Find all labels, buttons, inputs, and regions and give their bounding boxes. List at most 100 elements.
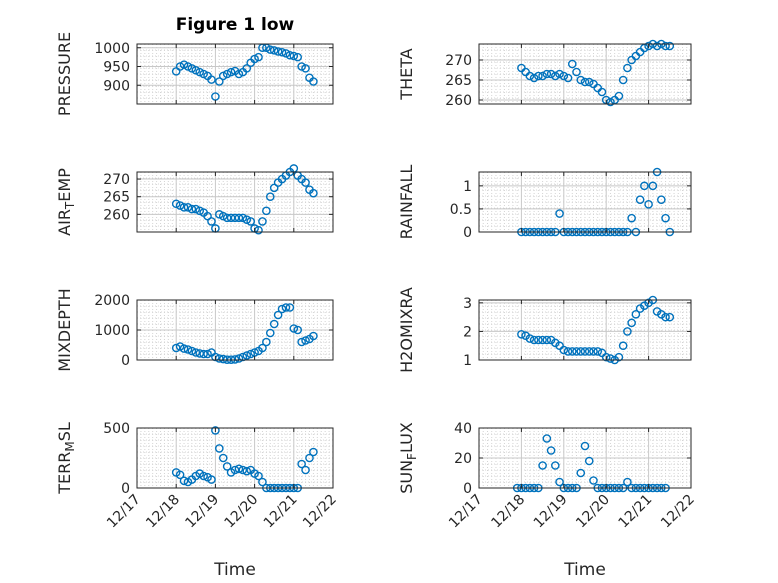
axes-box bbox=[136, 171, 334, 233]
data-point bbox=[285, 50, 295, 60]
subplot-8: 0 20 40 12/17 12/18 12/19 12/20 12/21 12/22 SUNFL… bbox=[397, 421, 698, 580]
data-point bbox=[529, 73, 539, 83]
data-point bbox=[542, 335, 552, 345]
data-point bbox=[576, 75, 586, 85]
data-point bbox=[635, 304, 645, 313]
data-point bbox=[289, 324, 299, 333]
y-tick-label: 950 bbox=[103, 60, 130, 76]
x-tick-label: 12/19 bbox=[531, 492, 571, 532]
y-axis-label: THETA bbox=[397, 48, 416, 100]
y-tick-label: 1 bbox=[463, 179, 472, 195]
data-point bbox=[301, 336, 310, 345]
x-tick-label: 12/22 bbox=[300, 492, 340, 532]
data-point bbox=[584, 77, 594, 87]
y-tick-label: 3 bbox=[463, 296, 472, 312]
data-point bbox=[305, 453, 314, 463]
data-point bbox=[215, 77, 224, 86]
data-point bbox=[618, 75, 628, 85]
axes-box bbox=[478, 171, 692, 233]
y-axis-label: SUNFLUX bbox=[397, 422, 419, 494]
y-axis-label: AIRTEMP bbox=[55, 168, 77, 236]
data-point bbox=[242, 351, 252, 360]
data-point bbox=[179, 202, 189, 212]
data-point bbox=[563, 347, 573, 356]
major-grid bbox=[137, 172, 333, 232]
x-axis-label: Time bbox=[563, 560, 606, 580]
data-point bbox=[555, 477, 564, 487]
subplot-5: 0 1000 2000 MIXDEPTH bbox=[55, 288, 334, 372]
x-tick-label: 12/20 bbox=[573, 492, 613, 532]
x-tick-label: 12/17 bbox=[446, 492, 486, 532]
data-point bbox=[551, 461, 560, 470]
y-axis-label: RAINFALL bbox=[397, 165, 416, 240]
data-point bbox=[203, 349, 212, 359]
y-tick-label: 0.5 bbox=[450, 202, 472, 218]
series-markers bbox=[171, 164, 318, 235]
x-tick-label: 12/21 bbox=[616, 492, 656, 532]
x-tick-label: 12/22 bbox=[658, 492, 698, 532]
data-point bbox=[542, 69, 552, 79]
data-point bbox=[631, 309, 641, 319]
data-point bbox=[572, 347, 581, 356]
data-point bbox=[179, 344, 189, 353]
data-point bbox=[580, 77, 590, 87]
data-point bbox=[215, 444, 224, 453]
data-point bbox=[618, 341, 628, 351]
data-point bbox=[546, 335, 556, 345]
data-point bbox=[242, 64, 252, 73]
data-point bbox=[521, 331, 530, 341]
series-markers bbox=[517, 39, 675, 107]
data-point bbox=[265, 192, 275, 202]
subplot-7: 0 500 12/17 12/18 12/19 12/20 12/21 12/22 TERRMS… bbox=[55, 421, 340, 580]
y-tick-label: 500 bbox=[103, 421, 130, 437]
axes-box bbox=[136, 427, 334, 489]
data-point bbox=[546, 446, 556, 455]
data-point bbox=[265, 328, 275, 338]
axes-box bbox=[136, 43, 334, 105]
data-point bbox=[593, 347, 603, 356]
data-point bbox=[269, 319, 279, 329]
data-point bbox=[309, 447, 318, 457]
data-point bbox=[546, 69, 556, 79]
data-point bbox=[293, 325, 303, 335]
data-point bbox=[207, 475, 216, 484]
data-point bbox=[281, 303, 291, 312]
data-point bbox=[258, 477, 267, 487]
data-point bbox=[623, 477, 632, 487]
data-point bbox=[218, 453, 228, 463]
data-point bbox=[297, 459, 306, 469]
data-point bbox=[640, 181, 649, 191]
data-point bbox=[277, 47, 287, 57]
series-markers bbox=[512, 434, 670, 493]
y-axis-label: H2OMIXRA bbox=[397, 287, 416, 373]
data-point bbox=[606, 354, 615, 363]
data-point bbox=[191, 204, 201, 214]
x-tick-label: 12/21 bbox=[261, 492, 301, 532]
data-point bbox=[242, 466, 252, 476]
data-point bbox=[211, 426, 220, 435]
data-point bbox=[614, 352, 624, 362]
data-point bbox=[191, 348, 201, 357]
data-point bbox=[665, 312, 675, 322]
data-point bbox=[238, 352, 248, 362]
data-point bbox=[309, 188, 318, 198]
data-point bbox=[183, 202, 193, 212]
data-point bbox=[657, 309, 666, 319]
data-point bbox=[273, 47, 283, 56]
data-point bbox=[226, 67, 236, 77]
minor-grid bbox=[137, 428, 333, 488]
data-point bbox=[277, 304, 287, 314]
y-tick-label: 2000 bbox=[94, 293, 130, 309]
data-point bbox=[597, 87, 607, 97]
data-point bbox=[175, 470, 185, 480]
data-point bbox=[265, 45, 275, 54]
data-point bbox=[207, 217, 216, 226]
data-point bbox=[601, 352, 611, 362]
data-point bbox=[195, 206, 205, 216]
data-point bbox=[293, 52, 303, 62]
data-point bbox=[179, 476, 189, 486]
data-point bbox=[297, 337, 306, 347]
data-point bbox=[218, 211, 228, 221]
y-tick-label: 265 bbox=[103, 190, 130, 206]
